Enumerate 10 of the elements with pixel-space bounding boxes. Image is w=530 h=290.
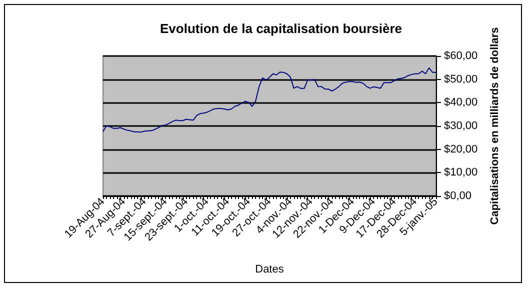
y-tick-label: $0,00: [444, 190, 472, 202]
y-tick-label: $60,00: [444, 50, 478, 62]
y-axis-title: Capitalisations en milliards de dollars: [489, 27, 502, 225]
y-tick-label: $30,00: [444, 120, 478, 132]
y-tick-label: $40,00: [444, 96, 478, 109]
y-tick-label: $10,00: [444, 166, 478, 179]
chart-title: Evolution de la capitalisation boursière: [160, 21, 402, 36]
y-tick-label: $50,00: [444, 73, 478, 86]
x-axis-title: Dates: [255, 264, 284, 276]
y-tick-label: $20,00: [444, 143, 478, 156]
